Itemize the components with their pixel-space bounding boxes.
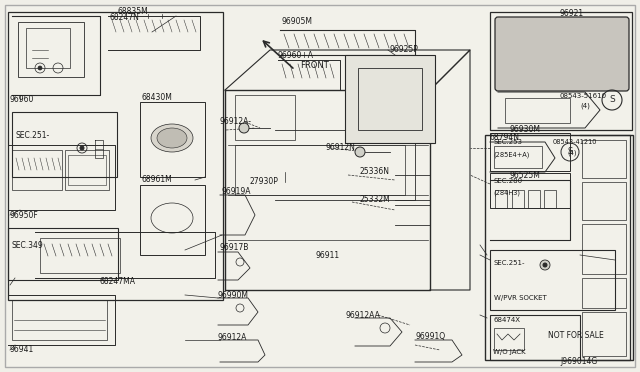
Text: 96925P: 96925P <box>390 45 419 55</box>
Bar <box>582 182 626 220</box>
Bar <box>8 228 118 280</box>
Bar <box>582 140 626 178</box>
Text: W/O JACK: W/O JACK <box>493 349 525 355</box>
Text: SEC.251-: SEC.251- <box>494 260 525 266</box>
Text: 25336N: 25336N <box>360 167 390 176</box>
Text: 27930P: 27930P <box>250 177 279 186</box>
Bar <box>582 278 626 308</box>
Text: 96991Q: 96991Q <box>415 333 445 341</box>
Text: SEC.251-: SEC.251- <box>16 131 51 141</box>
Text: 68794N: 68794N <box>490 134 520 142</box>
Text: 96912AA: 96912AA <box>345 311 380 320</box>
Text: 96930M: 96930M <box>510 125 541 135</box>
Bar <box>582 224 626 274</box>
Bar <box>505 98 570 123</box>
Circle shape <box>38 66 42 70</box>
Bar <box>490 12 632 130</box>
Bar <box>512 190 524 208</box>
Text: S: S <box>609 96 615 105</box>
Text: S: S <box>568 148 573 157</box>
Text: 68430M: 68430M <box>142 93 173 102</box>
Text: 96912A-: 96912A- <box>220 118 252 126</box>
Bar <box>490 315 580 360</box>
Bar <box>345 55 435 143</box>
Bar <box>140 102 205 177</box>
Text: 08543-41210: 08543-41210 <box>553 139 598 145</box>
Text: (285E4+A): (285E4+A) <box>493 152 529 158</box>
Text: (284H3): (284H3) <box>493 190 520 196</box>
Ellipse shape <box>151 124 193 152</box>
Bar <box>235 145 405 195</box>
Bar <box>490 250 615 310</box>
Circle shape <box>239 123 249 133</box>
Text: 68961M: 68961M <box>142 176 173 185</box>
Bar <box>65 150 109 190</box>
Text: W/PVR SOCKET: W/PVR SOCKET <box>494 295 547 301</box>
Text: FRONT: FRONT <box>300 61 329 70</box>
Circle shape <box>543 263 547 267</box>
Bar <box>12 300 107 340</box>
Bar <box>582 312 626 356</box>
Text: 96941: 96941 <box>10 346 35 355</box>
Bar <box>26 28 70 68</box>
Bar <box>490 133 570 171</box>
Text: 68247N: 68247N <box>110 13 140 22</box>
Bar <box>18 22 84 77</box>
Text: 96912A: 96912A <box>218 334 248 343</box>
Text: 96960+A: 96960+A <box>278 51 314 61</box>
Text: 96917B: 96917B <box>220 244 250 253</box>
Bar <box>235 95 295 140</box>
Bar <box>494 328 524 350</box>
Bar <box>494 146 542 168</box>
Text: SEC.280: SEC.280 <box>493 178 522 184</box>
Text: 68247MA: 68247MA <box>100 278 136 286</box>
Text: 68835M: 68835M <box>118 7 148 16</box>
Text: 96525M: 96525M <box>510 171 541 180</box>
FancyBboxPatch shape <box>495 17 629 91</box>
Text: SEC.349: SEC.349 <box>12 241 44 250</box>
Bar <box>528 190 540 208</box>
Circle shape <box>355 147 365 157</box>
Bar <box>40 238 120 273</box>
Bar <box>495 190 507 208</box>
Text: 68474X: 68474X <box>493 317 520 323</box>
Bar <box>140 185 205 255</box>
Bar <box>12 150 62 190</box>
Bar <box>68 155 106 185</box>
Text: 96990M: 96990M <box>218 291 249 299</box>
Text: 96921: 96921 <box>560 10 584 19</box>
Text: 96960: 96960 <box>10 96 35 105</box>
Text: NOT FOR SALE: NOT FOR SALE <box>548 330 604 340</box>
Bar <box>8 12 223 300</box>
Text: 96905M: 96905M <box>282 17 313 26</box>
Bar <box>485 135 633 360</box>
Text: J969014G: J969014G <box>560 357 597 366</box>
Circle shape <box>80 146 84 150</box>
Circle shape <box>540 260 550 270</box>
Text: 96912N: 96912N <box>325 144 355 153</box>
Text: 96950F: 96950F <box>10 211 39 219</box>
Text: (4): (4) <box>580 103 590 109</box>
Bar <box>490 173 570 208</box>
Text: 96919A: 96919A <box>222 187 252 196</box>
Ellipse shape <box>157 128 187 148</box>
Text: (4): (4) <box>567 150 577 156</box>
Text: 08543-51610: 08543-51610 <box>560 93 607 99</box>
Text: SEC.253: SEC.253 <box>493 139 522 145</box>
Text: 96911: 96911 <box>315 250 339 260</box>
Text: 25332M: 25332M <box>360 196 391 205</box>
Bar <box>544 190 556 208</box>
Bar <box>358 68 422 130</box>
Bar <box>12 112 117 177</box>
